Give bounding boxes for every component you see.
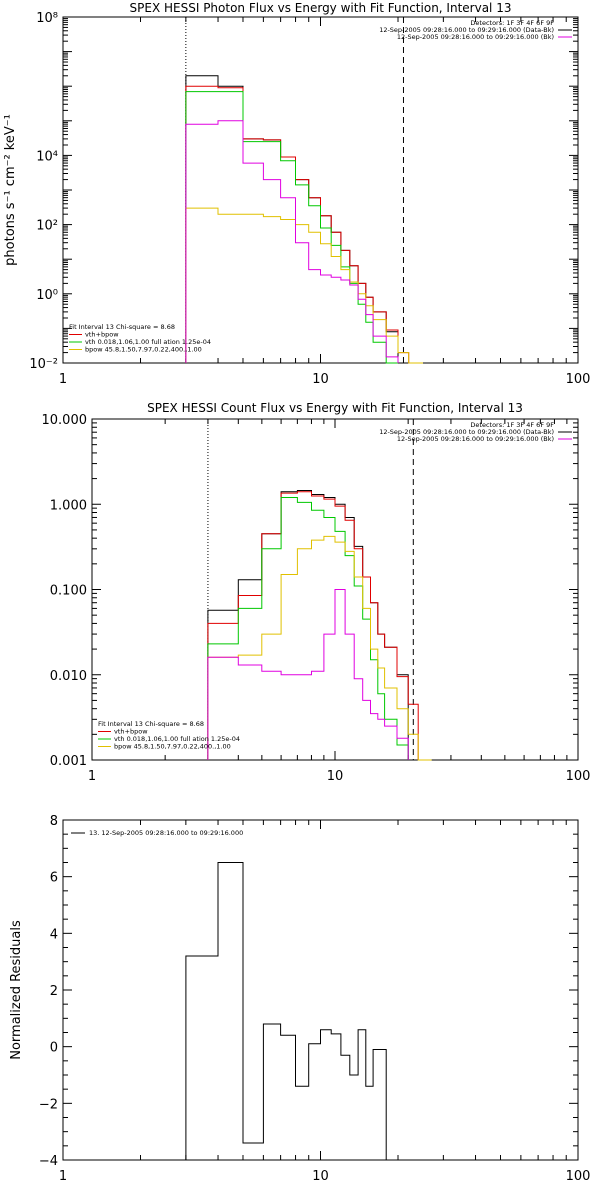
legend-top-left: 13. 12-Sep-2005 09:28:16.000 to 09:29:16…	[71, 829, 243, 837]
plot-frame	[62, 819, 579, 1161]
legend-entry: bpow 45.8,1.50,7.97,0.22,400.,1.00	[114, 743, 231, 751]
x-tick-label: 1	[59, 372, 67, 387]
legend-entry: 12-Sep-2005 09:28:16.000 to 09:29:16.000…	[379, 428, 554, 436]
series-line	[207, 491, 419, 760]
legend-entry: vth 0.018,1.06,1.00 full ation 1.25e-04	[114, 735, 240, 743]
y-tick-label: 10⁸	[36, 11, 58, 26]
y-tick-label: 0.001	[50, 754, 87, 769]
legend-entry: vth+bpow	[114, 728, 148, 736]
series-line	[185, 207, 423, 364]
x-tick-label: 10	[327, 769, 344, 784]
y-tick-label: 10.000	[42, 413, 88, 428]
x-tick-label: 100	[566, 769, 591, 784]
legend-entry: Fit Interval 13 Chi-square = 8.68	[98, 720, 204, 728]
y-axis-label: Normalized Residuals	[9, 920, 24, 1060]
x-tick-label: 1	[88, 769, 96, 784]
y-tick-label: 0.100	[50, 584, 87, 599]
legend-entry: 12-Sep-2005 09:28:16.000 to 09:29:16.000…	[397, 33, 554, 41]
legend-bottom-left: Fit Interval 13 Chi-square = 8.68vth+bpo…	[69, 323, 211, 354]
chart-title: SPEX HESSI Photon Flux vs Energy with Fi…	[130, 1, 512, 15]
legend-entry: bpow 45.8,1.50,7.97,0.22,400.,1.00	[85, 346, 202, 354]
chart-panel-2: SPEX HESSI Count Flux vs Energy with Fit…	[42, 401, 591, 784]
y-tick-label: 10⁻²	[29, 357, 58, 372]
y-tick-label: 0.010	[50, 669, 87, 684]
y-tick-label: −2	[39, 1097, 58, 1112]
legend-entry: Detectors: 1F 3F 4F 6F 9F	[470, 19, 554, 27]
chart-panel-1: SPEX HESSI Photon Flux vs Energy with Fi…	[3, 1, 590, 387]
legend-entry: 13. 12-Sep-2005 09:28:16.000 to 09:29:16…	[89, 829, 243, 837]
y-axis-label: photons s⁻¹ cm⁻² keV⁻¹	[3, 114, 18, 266]
chart-panel-3: 1 10 100 −4 −2 0 2 4 6 8 Normalized Residuals 13. 1…	[9, 814, 590, 1184]
y-tick-label: 10⁰	[36, 288, 58, 303]
y-tick-label: −4	[39, 1154, 58, 1169]
series-line	[185, 85, 410, 363]
legend-entry: Detectors: 1F 3F 4F 6F 9F	[470, 421, 554, 429]
legend-entry: 12-Sep-2005 09:28:16.000 to 09:29:16.000…	[379, 26, 554, 34]
y-tick-label: 10⁴	[36, 149, 58, 164]
series-line	[185, 91, 398, 364]
legend-entry: 12-Sep-2005 09:28:16.000 to 09:29:16.000…	[397, 435, 554, 443]
x-tick-label: 10	[312, 1169, 329, 1184]
legend-entry: vth 0.018,1.06,1.00 full ation 1.25e-04	[85, 338, 211, 346]
y-tick-label: 4	[50, 927, 58, 942]
x-tick-label: 100	[566, 1169, 591, 1184]
chart-title: SPEX HESSI Count Flux vs Energy with Fit…	[147, 401, 523, 415]
y-tick-label: 8	[50, 814, 58, 829]
series-line	[207, 589, 409, 760]
x-tick-label: 1	[59, 1169, 67, 1184]
series-line	[207, 497, 409, 760]
y-tick-label: 0	[50, 1041, 58, 1056]
legend-entry: Fit Interval 13 Chi-square = 8.68	[69, 323, 175, 331]
y-tick-label: 6	[50, 871, 58, 886]
series-line	[185, 862, 398, 1161]
y-tick-label: 2	[50, 984, 58, 999]
legend-bottom-left: Fit Interval 13 Chi-square = 8.68vth+bpo…	[98, 720, 240, 751]
plot-frame	[62, 16, 579, 364]
y-tick-label: 1.000	[50, 498, 87, 513]
legend-entry: vth+bpow	[85, 331, 119, 339]
series-line	[185, 120, 399, 363]
series-line	[207, 535, 432, 761]
x-tick-label: 10	[312, 372, 329, 387]
y-tick-label: 10²	[36, 219, 58, 234]
x-tick-label: 100	[566, 372, 591, 387]
